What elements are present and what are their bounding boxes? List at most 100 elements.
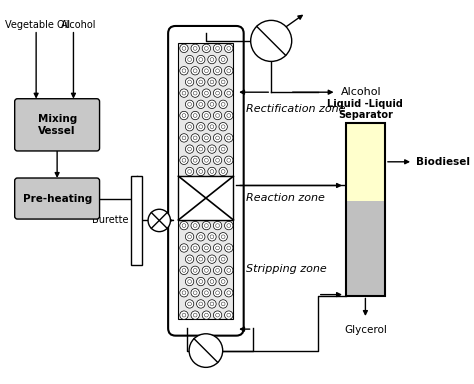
Circle shape [189, 334, 223, 367]
Circle shape [219, 78, 228, 86]
Circle shape [191, 134, 200, 142]
Circle shape [213, 244, 222, 252]
Circle shape [219, 167, 228, 175]
Circle shape [208, 277, 216, 286]
Circle shape [213, 266, 222, 275]
Circle shape [213, 134, 222, 142]
Circle shape [197, 255, 205, 263]
Text: Alcohol: Alcohol [61, 20, 97, 30]
Circle shape [180, 288, 188, 297]
Circle shape [185, 277, 194, 286]
Circle shape [225, 222, 233, 230]
Circle shape [213, 288, 222, 297]
Circle shape [202, 44, 210, 53]
Circle shape [191, 89, 200, 97]
Circle shape [191, 266, 200, 275]
Circle shape [202, 244, 210, 252]
Circle shape [219, 300, 228, 308]
Circle shape [202, 266, 210, 275]
Circle shape [191, 44, 200, 53]
Circle shape [197, 100, 205, 109]
Circle shape [213, 156, 222, 164]
Circle shape [180, 44, 188, 53]
Circle shape [180, 66, 188, 75]
Circle shape [208, 255, 216, 263]
Bar [178, 176, 233, 220]
Circle shape [185, 78, 194, 86]
Text: Alcohol: Alcohol [341, 87, 382, 97]
Text: Liquid -Liquid: Liquid -Liquid [328, 99, 403, 109]
Circle shape [225, 111, 233, 120]
Circle shape [202, 222, 210, 230]
Circle shape [225, 44, 233, 53]
Circle shape [197, 167, 205, 175]
Circle shape [185, 55, 194, 64]
Text: Vegetable Oil: Vegetable Oil [5, 20, 71, 30]
Circle shape [202, 89, 210, 97]
Text: Mixing
Vessel: Mixing Vessel [37, 114, 77, 136]
Circle shape [213, 222, 222, 230]
FancyBboxPatch shape [15, 178, 100, 219]
Circle shape [180, 134, 188, 142]
Circle shape [219, 122, 228, 131]
Circle shape [191, 244, 200, 252]
Circle shape [197, 145, 205, 153]
Circle shape [191, 311, 200, 319]
Circle shape [180, 89, 188, 97]
Text: Biodiesel: Biodiesel [416, 157, 470, 167]
Text: Burette: Burette [92, 215, 128, 225]
Circle shape [208, 167, 216, 175]
Circle shape [225, 311, 233, 319]
Text: Pre-heating: Pre-heating [22, 194, 92, 204]
Circle shape [213, 111, 222, 120]
Circle shape [185, 255, 194, 263]
Circle shape [208, 78, 216, 86]
Bar [178, 43, 233, 176]
Text: Reaction zone: Reaction zone [246, 193, 324, 203]
FancyBboxPatch shape [168, 26, 244, 336]
Circle shape [197, 300, 205, 308]
Circle shape [197, 78, 205, 86]
Circle shape [202, 66, 210, 75]
Text: Rectification zone: Rectification zone [246, 104, 345, 114]
Circle shape [219, 55, 228, 64]
Bar [346, 123, 385, 296]
FancyBboxPatch shape [15, 99, 100, 151]
Circle shape [185, 167, 194, 175]
Circle shape [185, 100, 194, 109]
Circle shape [208, 100, 216, 109]
Circle shape [251, 20, 292, 61]
Circle shape [185, 145, 194, 153]
Circle shape [202, 156, 210, 164]
Circle shape [148, 209, 171, 232]
Circle shape [219, 277, 228, 286]
Circle shape [225, 244, 233, 252]
Circle shape [202, 134, 210, 142]
Circle shape [185, 300, 194, 308]
Circle shape [208, 122, 216, 131]
Circle shape [213, 311, 222, 319]
Circle shape [180, 311, 188, 319]
Circle shape [225, 134, 233, 142]
Circle shape [202, 311, 210, 319]
Circle shape [202, 111, 210, 120]
Circle shape [225, 66, 233, 75]
Circle shape [202, 288, 210, 297]
Circle shape [180, 266, 188, 275]
Bar [178, 220, 233, 319]
Circle shape [180, 111, 188, 120]
Circle shape [185, 233, 194, 241]
Circle shape [180, 244, 188, 252]
Circle shape [219, 233, 228, 241]
Text: Glycerol: Glycerol [344, 325, 387, 335]
Text: Stripping zone: Stripping zone [246, 265, 326, 275]
Circle shape [208, 233, 216, 241]
Circle shape [219, 255, 228, 263]
Circle shape [185, 122, 194, 131]
Circle shape [213, 66, 222, 75]
Circle shape [225, 266, 233, 275]
Circle shape [197, 233, 205, 241]
Circle shape [219, 100, 228, 109]
Circle shape [191, 111, 200, 120]
Circle shape [191, 288, 200, 297]
